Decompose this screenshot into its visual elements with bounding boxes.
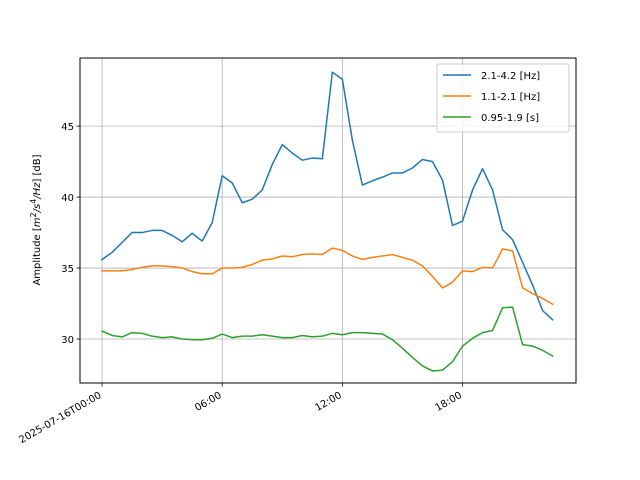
legend: 2.1-4.2 [Hz] 1.1-2.1 [Hz] 0.95-1.9 [s] (436, 63, 570, 133)
y-axis-label-sup: 2 (29, 212, 38, 217)
y-axis-label-part: /s (32, 204, 43, 214)
series-line-3 (101, 306, 554, 372)
legend-label: 1.1-2.1 [Hz] (481, 92, 540, 103)
y-axis: 30 35 40 45 (61, 122, 80, 346)
series-line-1 (100, 71, 554, 321)
y-tick-label: 30 (61, 335, 74, 346)
plot-frame (79, 57, 577, 384)
y-tick-label: 35 (61, 264, 74, 275)
series-line-2 (101, 247, 554, 306)
series-layer (100, 71, 554, 372)
y-axis-label-part: m (32, 217, 43, 227)
y-axis-label-sup: 4 (29, 199, 38, 204)
y-axis-label: Amplitude [m2/s4/Hz] [dB] (29, 154, 44, 285)
y-axis-label-part: Amplitude [ (32, 227, 43, 285)
y-tick-label: 45 (61, 122, 74, 133)
legend-box (436, 63, 570, 133)
y-axis-label-part: ] [dB] (32, 154, 43, 182)
y-axis-label-part: /Hz (32, 182, 43, 200)
legend-label: 2.1-4.2 [Hz] (481, 71, 540, 82)
legend-label: 0.95-1.9 [s] (481, 113, 539, 124)
y-tick-label: 40 (61, 193, 74, 204)
